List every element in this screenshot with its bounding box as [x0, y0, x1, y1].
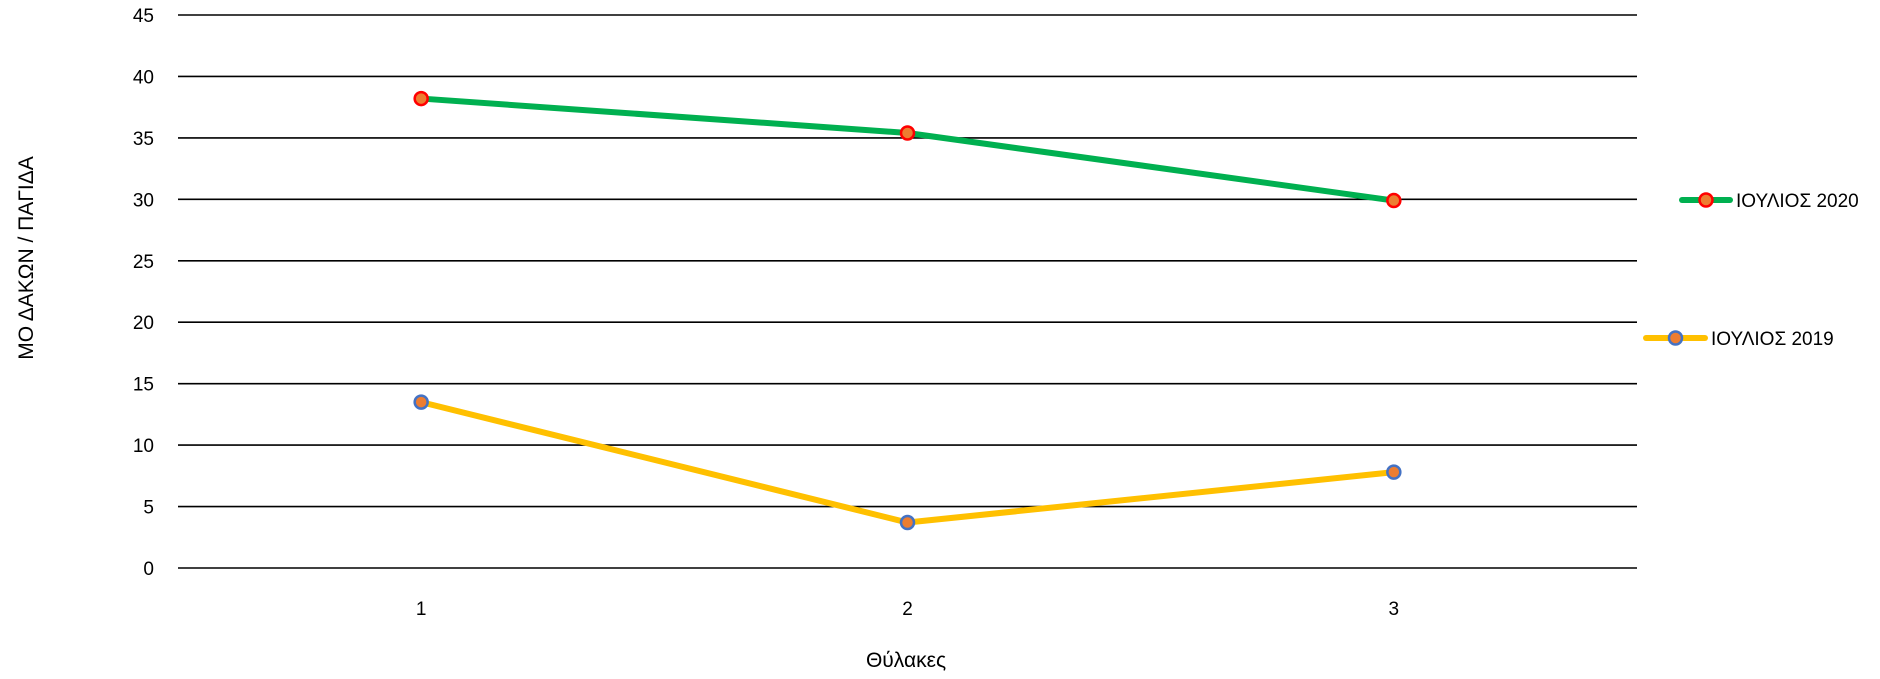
- y-tick-label: 30: [133, 190, 154, 211]
- x-axis-title: Θύλακες: [866, 649, 946, 672]
- y-tick-label: 10: [133, 436, 154, 457]
- data-point: [899, 514, 916, 531]
- series-line: [418, 399, 1397, 526]
- data-point: [1386, 192, 1402, 209]
- y-tick-label: 35: [133, 129, 154, 150]
- legend-marker: [1698, 192, 1714, 208]
- y-tick-label: 15: [133, 375, 154, 396]
- data-point: [899, 125, 916, 141]
- data-point: [413, 90, 429, 107]
- legend-label: ΙΟΥΛΙΟΣ 2019: [1711, 329, 1834, 350]
- data-point: [1386, 464, 1402, 480]
- x-tick-label: 1: [416, 599, 427, 620]
- y-tick-label: 45: [133, 6, 154, 27]
- y-tick-label: 25: [133, 252, 154, 273]
- series-lines: [418, 95, 1397, 526]
- y-tick-label: 5: [143, 498, 154, 519]
- gridlines: [178, 14, 1637, 569]
- y-tick-label: 40: [133, 67, 154, 88]
- x-tick-label: 2: [902, 599, 913, 620]
- data-point: [413, 394, 429, 410]
- y-axis-title: ΜΟ ΔΑΚΩΝ / ΠΑΓΙΔΑ: [15, 156, 38, 360]
- x-axis-ticks: 1 2 3: [416, 599, 1399, 620]
- legend-marker: [1667, 330, 1684, 346]
- y-axis-ticks: 0 5 10 15 20 25 30 35 40 45: [133, 6, 154, 580]
- series-line: [418, 95, 1397, 204]
- legend-label: ΙΟΥΛΙΟΣ 2020: [1736, 191, 1859, 212]
- series-markers: [413, 90, 1402, 531]
- y-tick-label: 0: [143, 559, 154, 580]
- x-tick-label: 3: [1389, 599, 1400, 620]
- y-tick-label: 20: [133, 313, 154, 334]
- legend: ΙΟΥΛΙΟΣ 2020 ΙΟΥΛΙΟΣ 2019: [1643, 191, 1859, 350]
